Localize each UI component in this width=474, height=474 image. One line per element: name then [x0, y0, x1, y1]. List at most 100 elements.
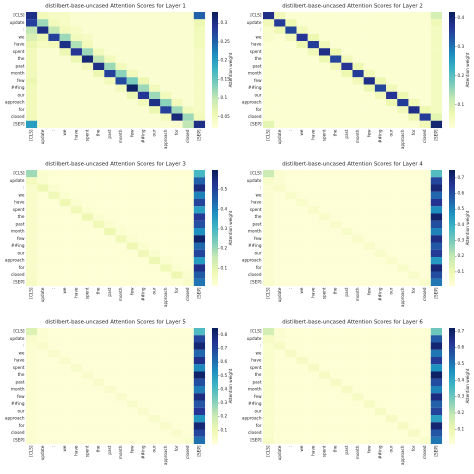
heatmap-cell: [263, 84, 275, 92]
y-tick-label: :: [260, 343, 261, 348]
heatmap-cell: [137, 364, 150, 372]
heatmap-cell: [430, 407, 443, 416]
heatmap-cell: [93, 386, 105, 394]
heatmap-cell: [341, 206, 353, 214]
colorbar-tick-label: 0.1: [458, 426, 465, 431]
y-tick-label: closed: [11, 430, 25, 435]
heatmap-cell: [318, 364, 331, 372]
heatmap-cell: [37, 335, 49, 343]
heatmap-cell: [160, 191, 172, 200]
heatmap-cell: [104, 177, 116, 185]
heatmap-cell: [352, 378, 364, 387]
colorbar-tick-label: 0.3: [458, 238, 465, 243]
heatmap-cell: [408, 99, 420, 107]
heatmap-cell: [193, 206, 206, 214]
heatmap-cell: [296, 357, 308, 365]
heatmap-cell: [352, 62, 364, 71]
heatmap-cell: [274, 342, 286, 350]
heatmap-cell: [430, 48, 443, 56]
heatmap-cell: [115, 206, 127, 214]
heatmap-cell: [341, 357, 353, 365]
heatmap-cell: [48, 429, 60, 437]
heatmap-cell: [341, 106, 353, 114]
heatmap-cell: [115, 19, 127, 27]
heatmap-cell: [341, 113, 353, 121]
heatmap-cell: [285, 228, 297, 236]
heatmap-cell: [341, 249, 353, 258]
heatmap-cell: [408, 278, 420, 287]
heatmap-cell: [59, 371, 71, 379]
heatmap-cell: [149, 335, 161, 343]
heatmap-cell: [26, 228, 38, 236]
heatmap-cell: [115, 328, 127, 336]
heatmap-cell: [59, 364, 71, 372]
heatmap-cell: [193, 120, 206, 129]
heatmap-cell: [263, 220, 275, 229]
heatmap-cell: [363, 357, 375, 365]
heatmap-cell: [296, 349, 308, 358]
heatmap-cell: [26, 400, 38, 408]
heatmap-cell: [26, 206, 38, 214]
heatmap-cell: [397, 106, 409, 114]
heatmap-cell: [59, 335, 71, 343]
heatmap: [263, 328, 443, 445]
heatmap-cell: [408, 12, 420, 20]
heatmap-cell: [296, 235, 308, 243]
heatmap-cell: [397, 99, 409, 107]
heatmap-cell: [104, 335, 116, 343]
heatmap-cell: [386, 371, 398, 379]
heatmap-cell: [274, 407, 286, 416]
heatmap-cell: [126, 41, 138, 49]
heatmap-cell: [81, 429, 94, 437]
heatmap-cell: [263, 120, 275, 129]
heatmap-cell: [115, 120, 127, 129]
heatmap-cell: [81, 278, 94, 287]
heatmap-cell: [330, 62, 342, 71]
heatmap-cell: [193, 220, 206, 229]
heatmap-cell: [70, 199, 82, 207]
heatmap-cell: [386, 328, 398, 336]
heatmap-cell: [408, 113, 420, 121]
chart-title: distilbert-base-uncased Attention Scores…: [45, 320, 186, 326]
y-tick-label: few: [17, 78, 25, 83]
heatmap-cell: [263, 228, 275, 236]
heatmap-cell: [352, 371, 364, 379]
heatmap-cell: [182, 335, 194, 343]
heatmap-cell: [59, 220, 71, 229]
heatmap-cell: [115, 170, 127, 178]
heatmap-cell: [330, 220, 342, 229]
heatmap-cell: [115, 48, 127, 56]
heatmap-cell: [363, 48, 375, 56]
heatmap-cell: [81, 407, 94, 416]
heatmap-cell: [397, 91, 409, 100]
heatmap-cell: [160, 422, 172, 430]
heatmap-cell: [318, 48, 331, 56]
heatmap-cell: [104, 386, 116, 394]
heatmap-cell: [419, 249, 431, 258]
heatmap-cell: [104, 242, 116, 250]
heatmap-cell: [352, 170, 364, 178]
heatmap-cell: [285, 55, 297, 63]
heatmap-cell: [171, 278, 183, 287]
heatmap-cell: [386, 41, 398, 49]
heatmap-cell: [341, 41, 353, 49]
heatmap-cell: [307, 184, 319, 192]
heatmap-cell: [171, 184, 183, 192]
heatmap-cell: [26, 55, 38, 63]
heatmap-cell: [104, 257, 116, 265]
heatmap-cell: [419, 33, 431, 42]
heatmap-cell: [149, 177, 161, 185]
heatmap-cell: [104, 220, 116, 229]
heatmap-cell: [193, 84, 206, 92]
y-tick-label: :: [23, 343, 24, 348]
heatmap-cell: [274, 206, 286, 214]
heatmap-cell: [104, 33, 116, 42]
heatmap-cell: [386, 271, 398, 279]
y-tick-label: :: [23, 27, 24, 32]
heatmap-cell: [26, 199, 38, 207]
heatmap-cell: [93, 235, 105, 243]
heatmap-cell: [104, 371, 116, 379]
heatmap-cell: [137, 407, 150, 416]
heatmap-cell: [59, 91, 71, 100]
